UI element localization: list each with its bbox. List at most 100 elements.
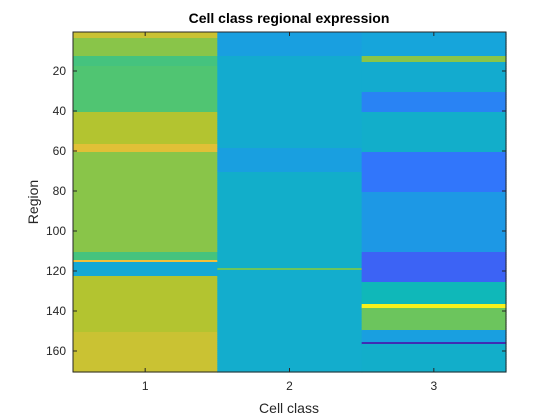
heatmap-cell — [217, 56, 363, 59]
heatmap-cell — [217, 252, 363, 255]
heatmap-cell — [361, 64, 507, 67]
heatmap-cell — [73, 250, 218, 253]
heatmap-cell — [217, 292, 363, 295]
heatmap-cell — [73, 170, 218, 173]
heatmap-cell — [361, 300, 507, 303]
heatmap-cell — [361, 360, 507, 363]
heatmap-cell — [217, 304, 363, 307]
heatmap-cell — [217, 128, 363, 131]
heatmap-cell — [73, 64, 218, 67]
heatmap-cell — [361, 142, 507, 145]
heatmap-cell — [73, 242, 218, 245]
heatmap-cell — [217, 262, 363, 265]
heatmap-cell — [73, 308, 218, 311]
heatmap-cell — [73, 62, 218, 65]
heatmap-cell — [361, 210, 507, 213]
heatmap-cell — [361, 118, 507, 121]
heatmap-cell — [73, 300, 218, 303]
heatmap-cell — [73, 278, 218, 281]
heatmap-cells — [73, 32, 507, 373]
heatmap-cell — [217, 342, 363, 345]
heatmap-cell — [217, 212, 363, 215]
heatmap-cell — [73, 100, 218, 103]
heatmap-cell — [217, 168, 363, 171]
heatmap-cell — [73, 312, 218, 315]
x-tick-label: 2 — [286, 379, 293, 393]
heatmap-cell — [73, 82, 218, 85]
heatmap-cell — [73, 244, 218, 247]
heatmap-cell — [217, 74, 363, 77]
heatmap-cell — [73, 354, 218, 357]
heatmap-cell — [217, 194, 363, 197]
heatmap-cell — [73, 264, 218, 267]
heatmap-cell — [73, 360, 218, 363]
heatmap-cell — [73, 190, 218, 193]
heatmap-cell — [217, 204, 363, 207]
heatmap-cell — [361, 236, 507, 239]
heatmap-cell — [73, 340, 218, 343]
heatmap-cell — [217, 236, 363, 239]
heatmap-cell — [73, 248, 218, 251]
heatmap-cell — [217, 198, 363, 201]
heatmap-cell — [361, 274, 507, 277]
heatmap-cell — [361, 128, 507, 131]
heatmap-cell — [73, 348, 218, 351]
heatmap-cell — [73, 120, 218, 123]
heatmap-cell — [361, 308, 507, 311]
heatmap-cell — [361, 100, 507, 103]
heatmap-cell — [73, 332, 218, 335]
heatmap-cell — [217, 214, 363, 217]
heatmap-cell — [73, 106, 218, 109]
heatmap-cell — [73, 280, 218, 283]
heatmap-cell — [217, 322, 363, 325]
heatmap-cell — [217, 296, 363, 299]
heatmap-cell — [217, 238, 363, 241]
heatmap-cell — [361, 144, 507, 147]
heatmap-cell — [73, 128, 218, 131]
heatmap-cell — [217, 346, 363, 349]
heatmap-cell — [73, 364, 218, 367]
heatmap-cell — [217, 354, 363, 357]
heatmap-cell — [73, 76, 218, 79]
heatmap-cell — [217, 218, 363, 221]
heatmap-cell — [361, 284, 507, 287]
heatmap-cell — [73, 186, 218, 189]
heatmap-cell — [361, 278, 507, 281]
heatmap-cell — [73, 220, 218, 223]
heatmap-cell — [361, 344, 507, 347]
heatmap-cell — [73, 294, 218, 297]
heatmap-cell — [217, 138, 363, 141]
heatmap-cell — [217, 260, 363, 263]
heatmap-cell — [73, 148, 218, 151]
heatmap-cell — [361, 362, 507, 365]
heatmap-cell — [361, 346, 507, 349]
heatmap-cell — [361, 268, 507, 271]
heatmap-cell — [361, 326, 507, 329]
heatmap-cell — [73, 110, 218, 113]
heatmap-cell — [73, 310, 218, 313]
heatmap-cell — [73, 114, 218, 117]
heatmap-cell — [217, 264, 363, 267]
heatmap-cell — [217, 142, 363, 145]
heatmap-cell — [217, 124, 363, 127]
heatmap-cell — [217, 136, 363, 139]
heatmap-cell — [217, 348, 363, 351]
heatmap-cell — [73, 44, 218, 47]
heatmap-cell — [217, 250, 363, 253]
heatmap-cell — [73, 236, 218, 239]
heatmap-cell — [361, 168, 507, 171]
heatmap-cell — [361, 116, 507, 119]
heatmap-cell — [361, 162, 507, 165]
heatmap-cell — [361, 84, 507, 87]
heatmap-cell — [73, 104, 218, 107]
heatmap-cell — [217, 60, 363, 63]
heatmap-cell — [361, 158, 507, 161]
heatmap-cell — [73, 210, 218, 213]
heatmap-cell — [361, 336, 507, 339]
heatmap-cell — [73, 166, 218, 169]
heatmap-cell — [361, 140, 507, 143]
heatmap-cell — [73, 78, 218, 81]
heatmap-cell — [217, 332, 363, 335]
heatmap-cell — [73, 208, 218, 211]
heatmap-cell — [73, 358, 218, 361]
